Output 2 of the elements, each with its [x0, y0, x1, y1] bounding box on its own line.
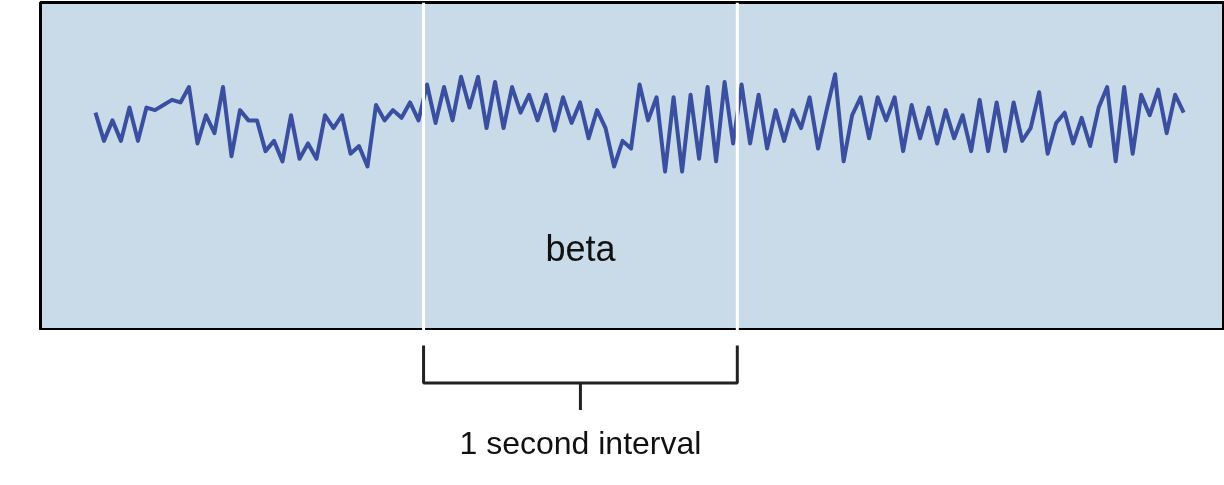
text: 1 second interval: [459, 425, 702, 461]
annotation: beta: [545, 228, 617, 269]
